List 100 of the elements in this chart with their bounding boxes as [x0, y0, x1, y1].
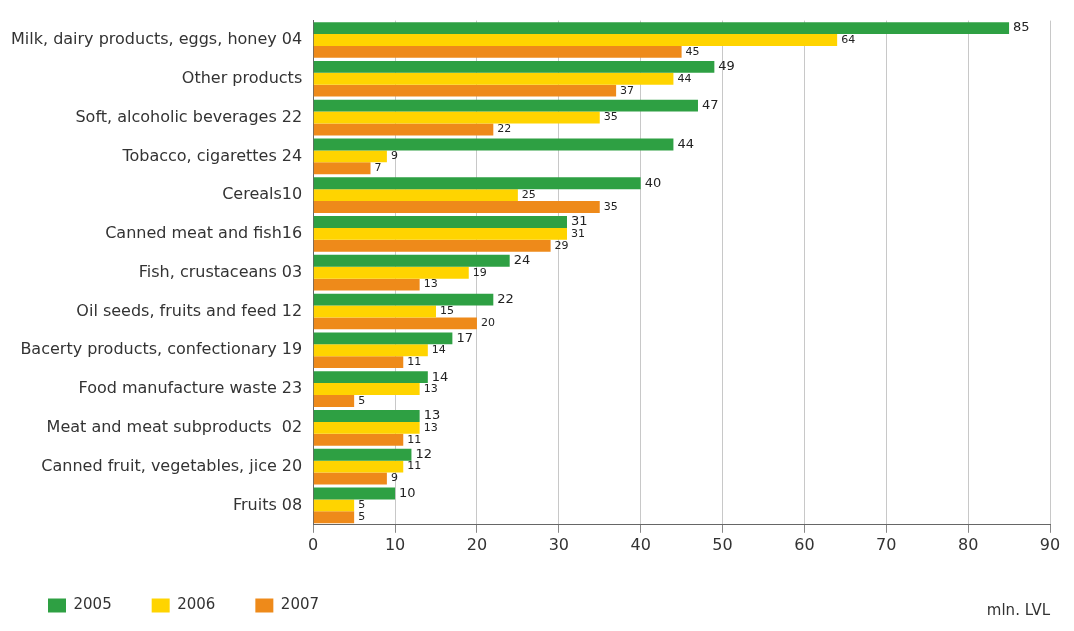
- bar: [313, 499, 355, 512]
- bar: [313, 371, 428, 384]
- y-tick-label: Meat and meat subproducts 02: [46, 416, 303, 436]
- data-label: 13: [423, 420, 438, 434]
- y-tick-label: Fish, crustaceans 03: [138, 261, 303, 281]
- data-label: 9: [390, 149, 398, 163]
- y-tick-label: Food manufacture waste 23: [78, 378, 303, 398]
- y-tick-label: Canned meat and fish16: [105, 223, 303, 243]
- data-label: 13: [423, 407, 441, 423]
- legend-label: 2005: [73, 595, 112, 614]
- data-label: 12: [415, 446, 432, 462]
- x-tick-label: 0: [308, 534, 319, 554]
- bar: [313, 460, 404, 473]
- bar: [313, 317, 477, 330]
- data-label: 13: [423, 381, 438, 395]
- bar: [313, 216, 567, 228]
- y-tick-label: Tobacco, cigarettes 24: [121, 145, 303, 165]
- data-label: 22: [497, 122, 512, 136]
- data-label: 7: [374, 161, 382, 175]
- data-label: 25: [521, 187, 536, 201]
- data-label: 31: [570, 226, 585, 240]
- bar: [313, 511, 355, 524]
- bar: [313, 356, 404, 369]
- bar: [313, 421, 420, 434]
- x-tick-label: 20: [466, 534, 488, 554]
- data-label: 5: [358, 393, 366, 407]
- bar: [313, 72, 674, 85]
- bar: [313, 22, 1010, 35]
- bar: [313, 239, 551, 252]
- bar: [313, 305, 437, 318]
- y-tick-label: Soft, alcoholic beverages 22: [75, 106, 303, 126]
- bar: [313, 472, 387, 485]
- bar: [313, 266, 469, 279]
- data-label: 11: [407, 355, 422, 369]
- data-label: 20: [480, 316, 495, 330]
- x-tick-label: 10: [384, 534, 406, 554]
- data-label: 44: [677, 71, 692, 85]
- data-label: 47: [701, 97, 719, 113]
- y-tick-label: Oil seeds, fruits and feed 12: [76, 300, 303, 320]
- bar: [313, 448, 412, 461]
- x-tick-label: 50: [712, 534, 733, 554]
- data-label: 15: [440, 304, 455, 318]
- legend-label: 2007: [280, 595, 320, 614]
- x-tick-label: 70: [876, 534, 897, 554]
- data-label: 64: [841, 32, 856, 46]
- legend-label: 2006: [177, 595, 216, 614]
- bar: [313, 150, 387, 163]
- data-label: 13: [423, 277, 438, 291]
- bar: [313, 278, 420, 291]
- data-label: 17: [456, 329, 473, 345]
- x-tick-label: 60: [794, 534, 815, 554]
- x-tick-label: 90: [1039, 534, 1061, 554]
- bar: [313, 99, 698, 112]
- bar: [313, 383, 420, 395]
- bar: [313, 344, 428, 357]
- x-tick-label: 30: [548, 534, 569, 554]
- bar: [313, 293, 494, 306]
- bar: [313, 433, 404, 446]
- y-tick-label: Canned fruit, vegetables, jice 20: [41, 455, 303, 475]
- bar: [313, 60, 715, 73]
- bar: [313, 111, 600, 124]
- data-label: 24: [513, 252, 531, 268]
- data-label: 10: [399, 484, 416, 500]
- data-label: 31: [570, 213, 588, 229]
- data-label: 45: [685, 44, 700, 58]
- data-label: 5: [358, 510, 366, 524]
- y-tick-label: Cereals10: [222, 184, 303, 204]
- y-tick-label: Bacerty products, confectionary 19: [20, 339, 303, 359]
- data-label: 11: [407, 432, 422, 446]
- y-tick-label: Fruits 08: [232, 494, 303, 514]
- text: mln. LVL: [986, 601, 1051, 620]
- y-tick-label: Milk, dairy products, eggs, honey 04: [10, 29, 303, 49]
- bar: [313, 123, 494, 136]
- bar: [313, 395, 355, 407]
- y-tick-label: Other products: [181, 67, 303, 87]
- data-label: 35: [603, 110, 618, 124]
- data-label: 49: [718, 58, 735, 74]
- bar: [313, 45, 682, 58]
- data-label: 14: [431, 343, 446, 357]
- data-label: 40: [644, 174, 662, 190]
- data-label: 14: [431, 368, 449, 384]
- bar: [313, 84, 617, 97]
- bar: [313, 189, 518, 202]
- bar: [313, 177, 641, 190]
- data-label: 29: [554, 238, 569, 252]
- data-label: 85: [1013, 19, 1030, 35]
- x-tick-label: 80: [957, 534, 979, 554]
- data-label: 22: [497, 290, 514, 306]
- data-label: 44: [677, 135, 694, 151]
- data-label: 37: [620, 83, 635, 97]
- bar: [313, 227, 567, 240]
- data-label: 19: [472, 265, 487, 279]
- x-tick-label: 40: [630, 534, 651, 554]
- data-label: 11: [407, 459, 422, 473]
- bar: [313, 332, 453, 345]
- data-label: 35: [603, 199, 618, 213]
- bar: [313, 410, 420, 422]
- bar: [313, 34, 838, 46]
- bar: [313, 162, 371, 175]
- data-label: 5: [358, 498, 366, 512]
